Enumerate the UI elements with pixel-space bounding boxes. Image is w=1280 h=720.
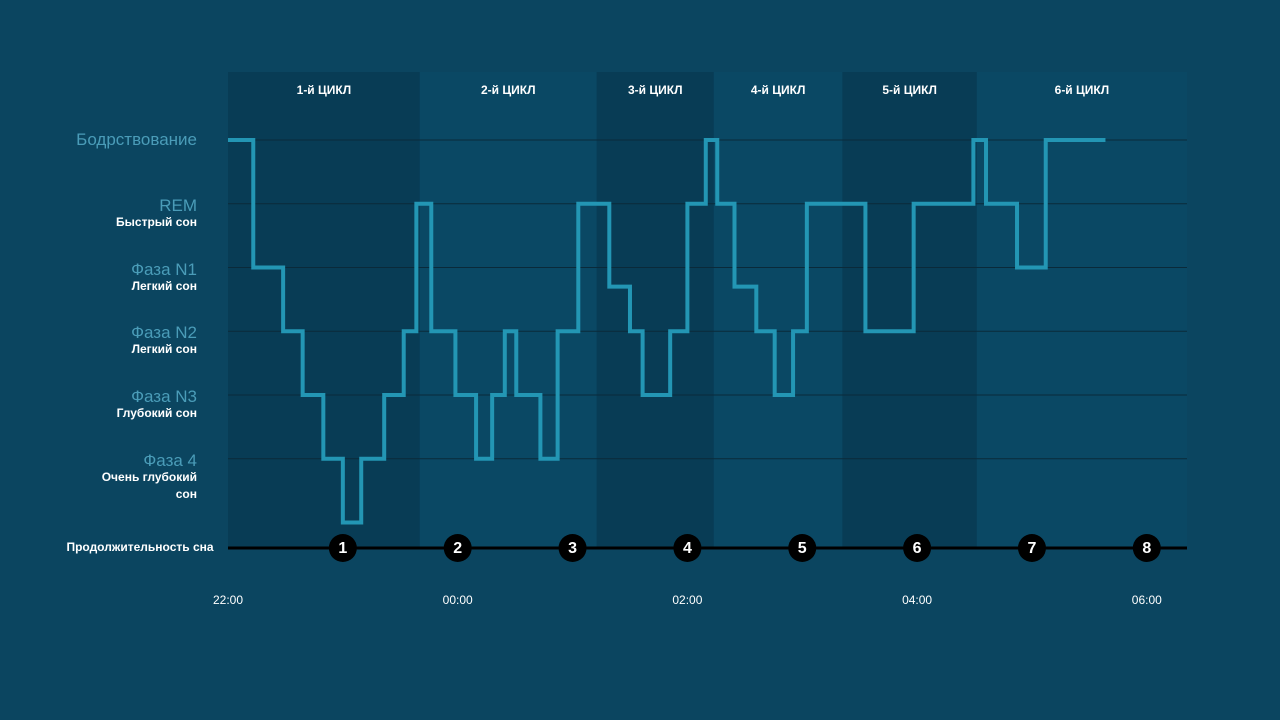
duration-marker xyxy=(903,534,932,562)
y-tick-description: Быстрый сон xyxy=(116,214,197,229)
cycle-band xyxy=(228,72,420,548)
duration-marker-label: 4 xyxy=(683,540,692,557)
cycle-label: 6-й ЦИКЛ xyxy=(1055,83,1110,97)
y-tick-label: Фаза N1 xyxy=(131,259,197,279)
x-tick-label: 02:00 xyxy=(672,593,702,607)
y-tick-description: Очень глубокий сон xyxy=(101,469,197,501)
cycle-label: 2-й ЦИКЛ xyxy=(481,83,536,97)
y-tick-label: Фаза 4 xyxy=(143,450,197,470)
cycle-label: 4-й ЦИКЛ xyxy=(751,83,806,97)
duration-marker-label: 3 xyxy=(568,540,577,557)
duration-marker xyxy=(1017,534,1046,562)
duration-marker-label: 8 xyxy=(1142,540,1151,557)
cycle-label: 5-й ЦИКЛ xyxy=(882,83,937,97)
cycle-band xyxy=(976,72,1187,548)
x-tick-label: 00:00 xyxy=(443,593,473,607)
cycle-band xyxy=(713,72,843,548)
duration-marker-label: 2 xyxy=(453,540,462,557)
duration-marker-label: 6 xyxy=(913,540,922,557)
x-tick-label: 22:00 xyxy=(213,593,243,607)
cycle-label: 3-й ЦИКЛ xyxy=(628,83,683,97)
x-tick-label: 06:00 xyxy=(1132,593,1162,607)
duration-marker-label: 7 xyxy=(1027,540,1036,557)
y-tick-label: Бодрствование xyxy=(76,130,197,149)
duration-marker xyxy=(558,534,587,562)
hypnogram-line xyxy=(228,138,1106,525)
duration-marker xyxy=(1132,534,1161,562)
y-tick-description: Легкий сон xyxy=(131,342,197,357)
x-tick-label: 04:00 xyxy=(902,593,932,607)
cycle-band xyxy=(842,72,977,548)
duration-marker-label: 1 xyxy=(338,540,347,557)
duration-label: Продолжительность сна xyxy=(66,540,214,554)
cycle-band xyxy=(419,72,597,548)
cycle-band xyxy=(596,72,714,548)
duration-marker xyxy=(788,534,817,562)
y-tick-label: Фаза N3 xyxy=(131,387,197,406)
y-tick-description: Легкий сон xyxy=(131,278,197,293)
y-tick-label: Фаза N2 xyxy=(131,323,197,343)
cycle-label: 1-й ЦИКЛ xyxy=(297,83,352,97)
duration-marker-label: 5 xyxy=(798,540,807,557)
y-tick-label: REM xyxy=(159,195,197,215)
duration-marker xyxy=(673,534,702,562)
duration-marker xyxy=(328,534,357,562)
y-tick-description: Глубокий сон xyxy=(116,406,197,420)
duration-marker xyxy=(443,534,472,562)
